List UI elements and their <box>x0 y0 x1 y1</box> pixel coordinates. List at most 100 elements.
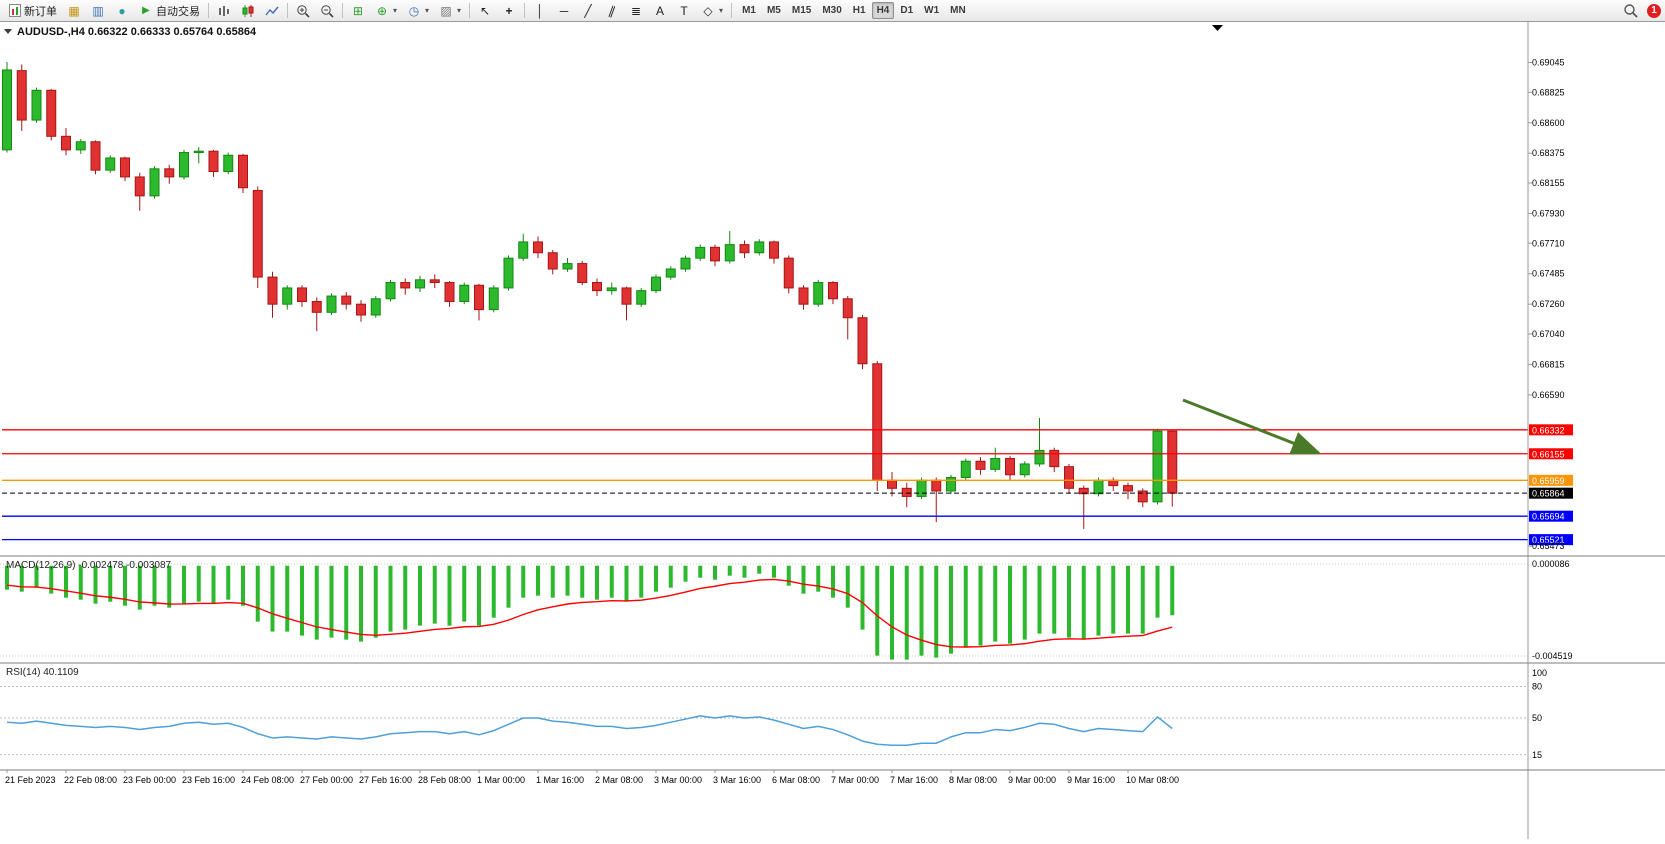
candle-body <box>297 287 307 302</box>
navigator-button[interactable]: ● <box>110 2 134 20</box>
oneclick-collapse-icon[interactable] <box>4 29 12 34</box>
tile-windows-icon: ⊞ <box>352 3 364 18</box>
macd-scale-top: 0.000086 <box>1532 559 1570 569</box>
candle-body <box>2 69 12 151</box>
templates-button[interactable]: ▨ ▾ <box>434 2 466 20</box>
candle-body <box>238 154 248 189</box>
candle-body <box>267 276 278 305</box>
vertical-line-icon: │ <box>536 3 544 18</box>
candle-body <box>798 287 809 305</box>
time-axis-label: 10 Mar 08:00 <box>1126 775 1179 785</box>
tile-windows-button[interactable]: ⊞ <box>346 2 370 20</box>
rsi-level-label: 100 <box>1532 668 1547 678</box>
trend-arrow-annotation[interactable] <box>1182 398 1322 455</box>
candle-body <box>370 298 381 316</box>
timeframe-m5-button[interactable]: M5 <box>766 5 781 16</box>
label-tool-icon: T <box>680 3 688 18</box>
data-window-button[interactable]: ▥ <box>86 2 110 20</box>
time-axis-label: 3 Mar 16:00 <box>713 775 761 785</box>
channel-tool-button[interactable]: ∥ <box>600 2 624 20</box>
timeframe-m15-button[interactable]: M15 <box>791 5 812 16</box>
cursor-button[interactable]: ↖ <box>473 2 497 20</box>
line-chart-button[interactable] <box>260 2 284 20</box>
caret-down-icon: ▾ <box>719 6 724 15</box>
candle-body <box>931 479 942 492</box>
candle-body <box>769 241 779 259</box>
price-tag-label: 0.65521 <box>1532 535 1565 545</box>
line-chart-icon <box>265 6 279 15</box>
zoom-out-button[interactable] <box>315 2 339 20</box>
candle-body <box>518 241 529 259</box>
crosshair-button[interactable]: + <box>497 2 521 20</box>
candle-body <box>341 295 352 305</box>
candle-body <box>636 290 647 305</box>
time-axis-label: 7 Mar 00:00 <box>831 775 879 785</box>
label-tool-button[interactable]: T <box>672 2 696 20</box>
timeframe-d1-button[interactable]: D1 <box>900 5 914 16</box>
zoom-in-icon <box>297 4 310 18</box>
candle-body <box>813 282 824 305</box>
candle-body <box>665 268 676 278</box>
rsi-level-label: 15 <box>1532 750 1542 760</box>
candle-body <box>223 154 234 173</box>
price-tag-label: 0.66332 <box>1532 425 1565 435</box>
text-tool-button[interactable]: A <box>648 2 672 20</box>
price-axis-label: 0.66815 <box>1532 359 1565 369</box>
candle-body <box>901 487 912 497</box>
indicators-button[interactable]: ⊕ ▾ <box>370 2 402 20</box>
candle-body <box>179 152 189 178</box>
candle-body <box>134 176 145 197</box>
autotrading-button[interactable]: ▶ 自动交易 <box>134 2 205 20</box>
notification-badge[interactable]: 1 <box>1647 3 1661 18</box>
market-watch-button[interactable]: ▦ <box>62 2 86 20</box>
time-axis-label: 1 Mar 16:00 <box>536 775 584 785</box>
candle-body <box>16 70 27 121</box>
rsi-line <box>6 715 1173 747</box>
candlestick-chart-button[interactable] <box>236 2 260 20</box>
candle-body <box>444 282 455 302</box>
candle-body <box>783 257 794 289</box>
periods-button[interactable]: ◷ ▾ <box>402 2 434 20</box>
shapes-tool-button[interactable]: ◇ ▾ <box>696 2 728 20</box>
macd-signal-line <box>6 578 1173 648</box>
caret-down-icon: ▾ <box>393 6 398 15</box>
timeframe-h4-button[interactable]: H4 <box>871 2 895 19</box>
channel-icon: ∥ <box>606 2 618 19</box>
candles-layer <box>2 61 1178 529</box>
time-axis-label: 9 Mar 00:00 <box>1008 775 1056 785</box>
timeframe-group: M1 M5 M15 M30 H1 H4 D1 W1 MN <box>737 2 971 19</box>
candle-body <box>429 279 440 284</box>
fibonacci-tool-button[interactable]: ≣ <box>624 2 648 20</box>
bar-chart-button[interactable] <box>212 2 236 20</box>
chart-canvas[interactable]: 0.66332 0.66155 0.65959 0.65864 0.65694 0.655… <box>0 22 1665 839</box>
trendline-tool-button[interactable]: ╱ <box>576 2 600 20</box>
market-watch-icon: ▦ <box>68 3 80 18</box>
time-axis[interactable]: 21 Feb 2023 22 Feb 08:00 23 Feb 00:00 23 Fe… <box>5 770 1179 785</box>
timeframe-mn-button[interactable]: MN <box>950 5 966 16</box>
search-button[interactable] <box>1618 2 1643 20</box>
cursor-icon: ↖ <box>480 3 491 18</box>
zoom-in-button[interactable] <box>291 2 315 20</box>
timeframe-m30-button[interactable]: M30 <box>822 5 842 16</box>
data-window-icon: ▥ <box>92 3 104 18</box>
price-axis: 0.69045 0.68825 0.68600 0.68375 0.68155 0.679… <box>0 22 1665 839</box>
horizontal-line-tool-button[interactable]: ─ <box>552 2 576 20</box>
candle-body <box>252 189 263 278</box>
timeframe-w1-button[interactable]: W1 <box>924 5 940 16</box>
price-axis-label: 0.67710 <box>1532 238 1565 248</box>
timeframe-m1-button[interactable]: M1 <box>742 5 756 16</box>
new-order-button[interactable]: 新订单 <box>4 2 62 20</box>
price-tag <box>1529 534 1573 546</box>
price-axis-label: 0.68375 <box>1532 148 1565 158</box>
toolbar-separator <box>524 3 526 18</box>
time-axis-label: 3 Mar 00:00 <box>654 775 702 785</box>
price-tag <box>1529 448 1573 460</box>
scroll-to-end-icon[interactable] <box>1212 25 1223 31</box>
toolbar-separator <box>342 3 343 18</box>
vertical-line-tool-button[interactable]: │ <box>528 2 552 20</box>
price-tag-label: 0.65694 <box>1532 512 1565 522</box>
timeframe-h1-button[interactable]: H1 <box>852 5 866 16</box>
candle-body <box>606 287 617 292</box>
price-axis-label: 0.66590 <box>1532 390 1565 400</box>
price-tag-label: 0.65864 <box>1532 489 1565 499</box>
